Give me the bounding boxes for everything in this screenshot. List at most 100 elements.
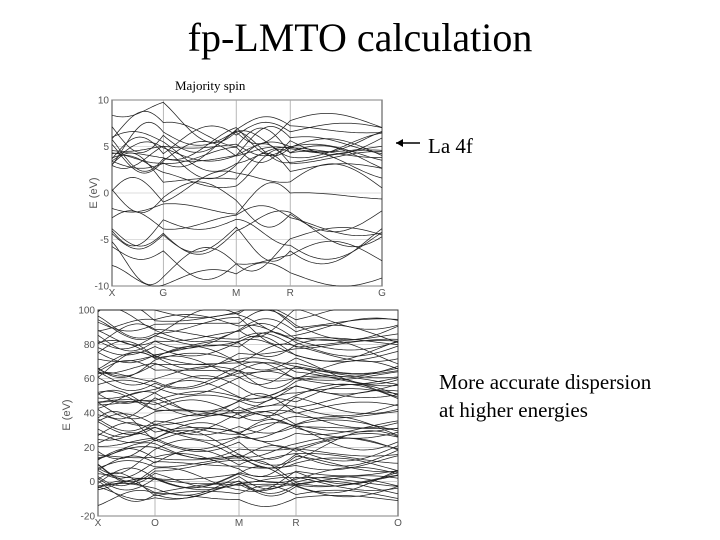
bottom-plot-bands: [97, 309, 399, 507]
bottom-y-axis-label: E (eV): [61, 399, 73, 430]
top-band-line: [111, 101, 383, 145]
bottom-y-tick-label: 60: [84, 374, 96, 385]
bottom-band-line: [97, 338, 399, 370]
top-y-tick-label: 5: [103, 142, 109, 153]
bottom-band-line: [97, 436, 399, 462]
bottom-band-line: [97, 388, 399, 412]
bottom-band-line: [97, 453, 399, 477]
top-band-line: [111, 182, 383, 215]
top-k-label: R: [287, 288, 294, 299]
top-band-line: [111, 110, 383, 163]
top-band-line: [111, 205, 383, 236]
bottom-band-line: [97, 411, 399, 435]
bottom-band-line: [97, 442, 399, 460]
top-y-tick-label: -10: [95, 282, 110, 293]
bottom-band-line: [97, 402, 399, 429]
slide-title: fp-LMTO calculation: [187, 15, 533, 60]
bottom-y-tick-label: 20: [84, 443, 96, 454]
top-band-line: [111, 210, 383, 255]
top-y-axis-label: E (eV): [88, 177, 100, 208]
la4f-label: La 4f: [428, 134, 473, 158]
bottom-band-line: [97, 331, 399, 364]
top-y-tick-label: -5: [100, 235, 109, 246]
bottom-band-line: [97, 371, 399, 396]
top-band-line: [111, 126, 383, 162]
top-k-label: M: [232, 288, 240, 299]
bottom-band-line: [97, 437, 399, 461]
bottom-band-line: [97, 383, 399, 417]
bottom-band-line: [97, 464, 399, 491]
bottom-band-line: [97, 470, 399, 494]
bottom-band-line: [97, 455, 399, 479]
bottom-plot-ticks: X O M R O 100 80 60 40 20 0 -20: [78, 306, 402, 530]
top-band-line: [111, 262, 383, 287]
bottom-band-line: [97, 416, 399, 441]
bottom-band-line: [97, 314, 399, 351]
bottom-band-line: [97, 437, 399, 475]
bottom-band-line: [97, 339, 399, 365]
top-band-line: [111, 116, 383, 153]
top-band-line: [111, 152, 383, 183]
bottom-band-line: [97, 433, 399, 460]
top-band-line: [111, 121, 383, 166]
bottom-k-label: X: [95, 518, 102, 529]
bottom-band-line: [97, 309, 399, 341]
top-y-tick-label: 0: [103, 189, 109, 200]
bottom-band-line: [97, 429, 399, 469]
top-band-line: [111, 121, 383, 160]
bottom-band-line: [97, 309, 399, 342]
bottom-band-line: [97, 323, 399, 348]
top-k-label: X: [109, 288, 116, 299]
bottom-band-line: [97, 343, 399, 377]
bottom-band-line: [97, 351, 399, 385]
bottom-band-line: [97, 355, 399, 378]
plot-subtitle: Majority spin: [175, 78, 246, 93]
bottom-y-tick-label: 100: [78, 306, 95, 317]
top-band-line: [111, 226, 383, 265]
bottom-k-label: M: [235, 518, 243, 529]
bottom-band-line: [97, 335, 399, 362]
top-k-label: G: [159, 288, 167, 299]
bottom-band-line: [97, 384, 399, 420]
top-band-line: [111, 131, 382, 172]
bottom-y-tick-label: -20: [81, 512, 96, 523]
top-band-line: [111, 181, 383, 233]
bottom-k-label: O: [151, 518, 159, 529]
top-band-line: [111, 127, 383, 160]
bottom-band-line: [97, 412, 399, 435]
bottom-y-tick-label: 80: [84, 340, 96, 351]
accuracy-note-line1: More accurate dispersion: [439, 370, 652, 394]
bottom-band-line: [97, 403, 399, 427]
bottom-band-plot: X O M R O 100 80 60 40 20 0 -20 E (eV): [61, 306, 402, 530]
accuracy-note-line2: at higher energies: [439, 398, 588, 422]
bottom-band-line: [97, 389, 399, 417]
bottom-band-line: [97, 453, 399, 482]
bottom-band-line: [97, 360, 399, 387]
top-band-line: [111, 218, 383, 260]
bottom-band-line: [97, 360, 399, 388]
bottom-band-line: [97, 467, 399, 489]
la4f-arrow-head: [396, 139, 403, 147]
top-plot-bands: [111, 101, 383, 287]
bottom-band-line: [97, 411, 399, 442]
top-plot-ticks: X G M R G 10 5 0 -5 -10: [95, 96, 387, 300]
bottom-band-line: [97, 475, 399, 491]
bottom-band-line: [97, 466, 399, 489]
top-k-label: G: [378, 288, 386, 299]
bottom-k-label: R: [292, 518, 299, 529]
bottom-band-line: [97, 309, 399, 340]
top-band-line: [111, 141, 383, 174]
top-band-line: [111, 145, 383, 188]
bottom-band-line: [97, 449, 399, 487]
bottom-band-line: [97, 315, 399, 346]
bottom-y-tick-label: 40: [84, 409, 96, 420]
bottom-k-label: O: [394, 518, 402, 529]
bottom-band-line: [97, 380, 399, 403]
bottom-band-line: [97, 476, 399, 496]
top-y-tick-label: 10: [98, 96, 110, 107]
top-band-plot: X G M R G 10 5 0 -5 -10 E (eV): [88, 96, 386, 300]
bottom-y-tick-label: 0: [89, 477, 95, 488]
bottom-band-line: [98, 309, 398, 321]
top-band-line: [111, 143, 382, 180]
